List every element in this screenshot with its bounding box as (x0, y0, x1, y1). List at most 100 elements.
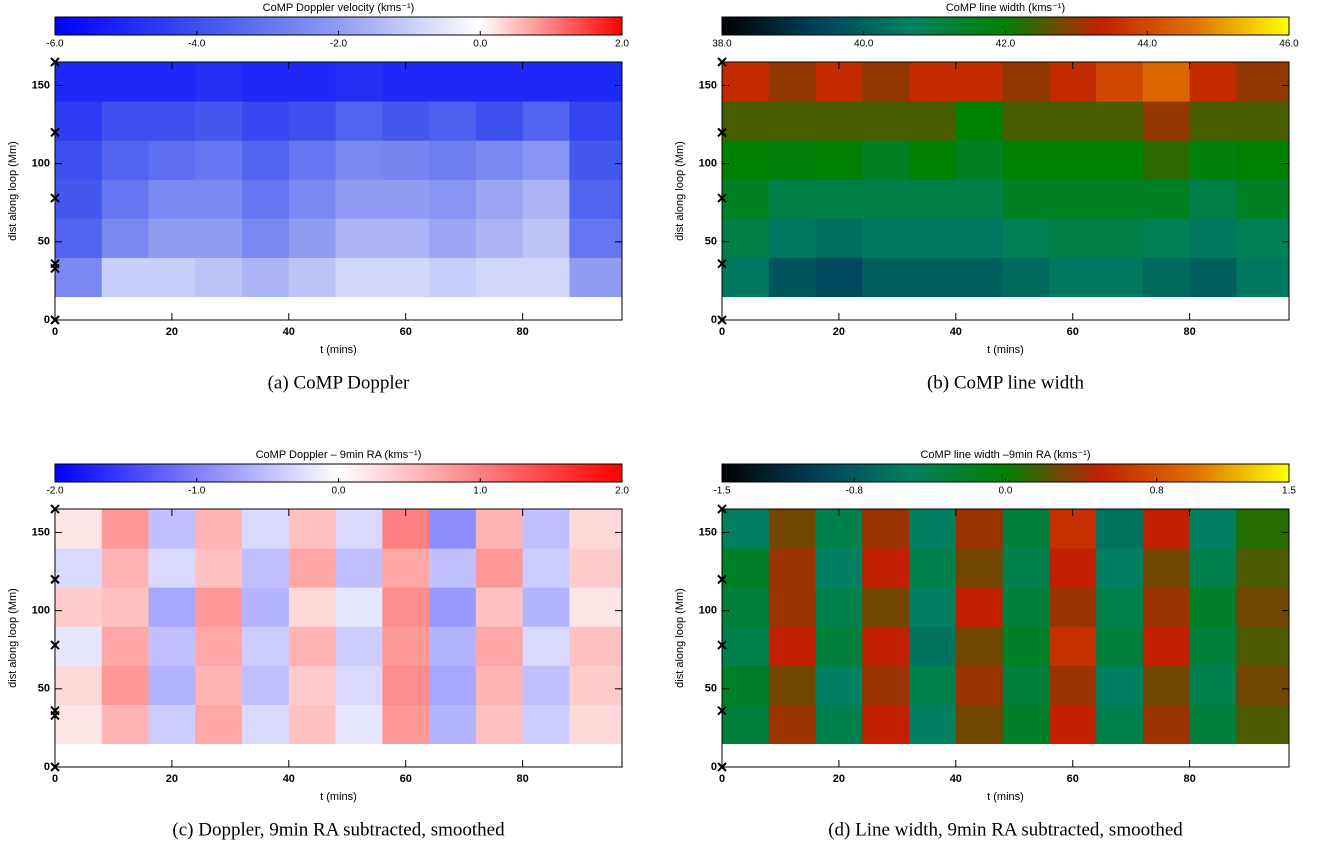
heatmap-cell (429, 62, 477, 102)
heatmap-cell (101, 665, 150, 705)
heatmap-cell (335, 548, 383, 588)
heatmap-cell (382, 665, 430, 705)
colorbar-tick-label: 44.0 (1138, 39, 1158, 50)
heatmap-cell (475, 548, 524, 588)
x-tick-label: 0 (52, 773, 58, 785)
heatmap-cell (242, 62, 290, 102)
heatmap-cell (768, 626, 817, 666)
x-tick-label: 80 (517, 326, 529, 338)
heatmap-cell (101, 257, 150, 298)
heatmap-cell (522, 218, 570, 258)
heatmap-cell (195, 509, 243, 549)
heatmap-cell (1049, 218, 1097, 258)
heatmap-cell (1236, 587, 1290, 627)
colorbar-tick-label: 0.0 (473, 39, 487, 50)
heatmap-cell (475, 218, 524, 258)
heatmap-cell (1049, 257, 1097, 298)
y-tick-label: 0 (44, 761, 50, 773)
heatmap-cell (722, 140, 770, 180)
heatmap-cell (909, 548, 957, 588)
heatmap-cell (429, 548, 477, 588)
marker (50, 504, 60, 514)
heatmap-cell (1142, 626, 1191, 666)
y-axis-label: dist along loop (Mm) (674, 588, 686, 688)
heatmap-cell (909, 257, 957, 298)
colorbar-tick-label: -2.0 (330, 39, 348, 50)
heatmap-cell (768, 140, 817, 180)
heatmap-cell (1142, 257, 1191, 298)
heatmap-cell (862, 704, 910, 745)
heatmap-cell (522, 140, 570, 180)
y-tick-label: 100 (699, 605, 717, 617)
heatmap-cell (1236, 509, 1290, 549)
marker (50, 640, 60, 650)
heatmap-cell (101, 218, 150, 258)
heatmap-cell (242, 587, 290, 627)
heatmap-cell (862, 626, 910, 666)
heatmap-cell (195, 218, 243, 258)
marker (717, 259, 727, 269)
heatmap-cell (242, 509, 290, 549)
heatmap-cell (101, 626, 150, 666)
heatmap-cell (1096, 218, 1144, 258)
heatmap-cell (101, 509, 150, 549)
heatmap-cell (195, 101, 243, 141)
heatmap-cell (1002, 509, 1050, 549)
heatmap-cell (429, 509, 477, 549)
heatmap-cell (242, 218, 290, 258)
heatmap-cell (955, 179, 1004, 219)
heatmap-cell (429, 101, 477, 141)
x-tick-label: 60 (1067, 326, 1079, 338)
heatmap-cell (382, 218, 430, 258)
heatmap-cell (722, 101, 770, 141)
heatmap-cell (722, 62, 770, 102)
heatmap-cell (55, 62, 103, 102)
heatmap-cell (148, 257, 196, 298)
heatmap-cell (1049, 665, 1097, 705)
heatmap-cell (569, 548, 623, 588)
heatmap-cell (569, 101, 623, 141)
heatmap-cell (1096, 179, 1144, 219)
heatmap-cell (1096, 101, 1144, 141)
heatmap-cell (1002, 218, 1050, 258)
heatmap-cell (522, 548, 570, 588)
heatmap-cell (522, 587, 570, 627)
heatmap-cell (569, 218, 623, 258)
heatmap-cell (429, 626, 477, 666)
heatmap-cell (768, 704, 817, 745)
heatmap-cell (862, 665, 910, 705)
heatmap-cell (1142, 140, 1191, 180)
y-tick-label: 100 (32, 158, 50, 170)
heatmap-cell (1142, 587, 1191, 627)
colorbar-tick-label: 38.0 (712, 39, 732, 50)
heatmap-cell (1096, 140, 1144, 180)
heatmap-cell (1236, 101, 1290, 141)
heatmap-cell (1189, 179, 1237, 219)
heatmap-cell (101, 140, 150, 180)
heatmap-cell (242, 548, 290, 588)
heatmap-cell (55, 587, 103, 627)
heatmap-cell (815, 218, 863, 258)
heatmap-cell (429, 179, 477, 219)
y-tick-label: 50 (38, 236, 50, 248)
heatmap-cell (522, 62, 570, 102)
heatmap-cell (288, 665, 337, 705)
marker (50, 259, 60, 269)
heatmap-cell (335, 509, 383, 549)
heatmap-cell (522, 626, 570, 666)
heatmap-cell (475, 587, 524, 627)
marker (50, 706, 60, 716)
heatmap-cell (722, 218, 770, 258)
plot-frame (721, 508, 1290, 768)
heatmap-cell (1189, 587, 1237, 627)
heatmap-cell (1002, 548, 1050, 588)
heatmap-cell (569, 626, 623, 666)
heatmap-cell (475, 509, 524, 549)
heatmap-cell (288, 218, 337, 258)
heatmap-cell (1002, 626, 1050, 666)
heatmap-cell (288, 257, 337, 298)
marker (50, 127, 60, 138)
heatmap-cell (1096, 587, 1144, 627)
heatmap-cell (195, 548, 243, 588)
heatmap-cell (768, 665, 817, 705)
